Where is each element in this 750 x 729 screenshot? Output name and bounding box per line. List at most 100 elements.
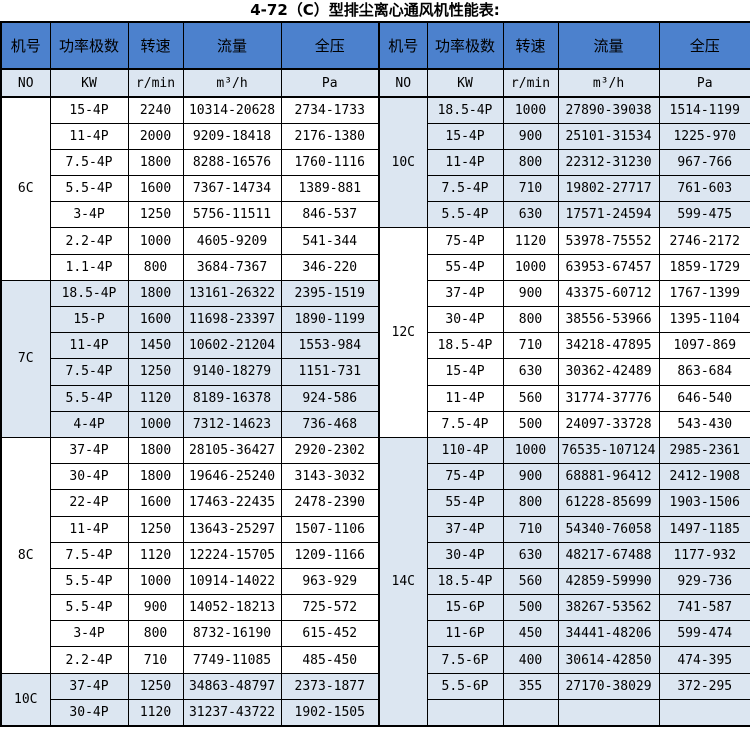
flow-cell: 76535-107124 [557,436,660,465]
speed-cell: 2000 [127,122,184,150]
power-poles-cell: 30-4P [426,305,504,334]
pressure-cell: 1389-881 [280,175,380,203]
header-cell: 转速 [502,21,559,70]
flow-cell: 7749-11085 [182,646,282,674]
speed-cell: 1000 [127,410,184,438]
flow-cell: 9140-18279 [182,358,282,386]
flow-cell: 30362-42489 [557,358,660,386]
table-row: 7.5-4P 1800 8288-16576 1760-1116 11-4P 800 223… [1,148,750,177]
speed-cell: 1800 [127,279,184,308]
machine-no-cell: 10C [0,672,51,727]
speed-cell: 630 [502,358,559,386]
table-row: 15-P 1600 11698-23397 1890-1199 30-4P 800 3855… [1,305,750,334]
power-poles-cell: 3-4P [49,201,129,229]
power-poles-cell: 18.5-4P [426,96,504,124]
speed-cell: 355 [502,672,559,700]
speed-cell: 710 [502,515,559,543]
flow-cell: 17571-24594 [557,201,660,229]
flow-cell: 19802-27717 [557,175,660,203]
unit-cell: NO [0,68,51,98]
pressure-cell: 599-474 [658,620,750,648]
machine-no-cell: 7C [0,279,51,438]
flow-cell: 42859-59990 [557,567,660,596]
pressure-cell: 2176-1380 [280,122,380,150]
table-row: 7.5-4P 1250 9140-18279 1151-731 15-4P 630 3036… [1,358,750,386]
pressure-cell: 543-430 [658,410,750,438]
power-poles-cell: 11-6P [426,620,504,648]
speed-cell: 1120 [502,227,559,255]
speed-cell: 1600 [127,175,184,203]
table-row: 1.1-4P 800 3684-7367 346-220 55-4P 1000 63953-… [1,253,750,281]
speed-cell: 560 [502,567,559,596]
unit-cell: r/min [502,68,559,98]
flow-cell: 27890-39038 [557,96,660,124]
pressure-cell: 1225-970 [658,122,750,150]
power-poles-cell: 22-4P [49,489,129,517]
flow-cell: 61228-85699 [557,489,660,517]
speed-cell: 800 [127,253,184,281]
power-poles-cell: 11-4P [49,122,129,150]
pressure-cell: 2985-2361 [658,436,750,465]
pressure-cell: 372-295 [658,672,750,700]
unit-cell: r/min [127,68,184,98]
speed-cell: 1000 [502,96,559,124]
power-poles-cell: 5.5-4P [426,201,504,229]
power-poles-cell: 15-6P [426,594,504,622]
flow-cell: 24097-33728 [557,410,660,438]
header-row: 机号 功率极数 转速 流量 全压 机号 功率极数 转速 流量 全压 [0,21,750,70]
flow-cell: 9209-18418 [182,122,282,150]
power-poles-cell: 3-4P [49,620,129,648]
pressure-cell: 967-766 [658,148,750,177]
speed-cell: 1000 [502,436,559,465]
speed-cell: 1250 [127,358,184,386]
power-poles-cell: 55-4P [426,253,504,281]
table-body: 6C 15-4P 2240 10314-20628 2734-1733 10C 18.5-4… [0,96,750,727]
unit-cell: NO [378,68,428,98]
table-row: 5.5-4P 1600 7367-14734 1389-881 7.5-4P 710 198… [1,175,750,203]
power-poles-cell: 30-4P [426,541,504,569]
power-poles-cell: 7.5-4P [49,541,129,569]
power-poles-cell: 11-4P [49,332,129,360]
power-poles-cell: 30-4P [49,698,129,727]
unit-cell: KW [49,68,129,98]
pressure-cell: 846-537 [280,201,380,229]
pressure-cell: 736-468 [280,410,380,438]
pressure-cell [658,698,750,727]
speed-cell: 500 [502,594,559,622]
pressure-cell: 1553-984 [280,332,380,360]
speed-cell: 800 [502,305,559,334]
table-row: 5.5-4P 1120 8189-16378 924-586 11-4P 560 31774… [1,384,750,412]
table-row: 5.5-4P 1000 10914-14022 963-929 18.5-4P 560 42… [1,567,750,596]
power-poles-cell: 15-P [49,305,129,334]
header-cell: 全压 [280,21,380,70]
flow-cell: 63953-67457 [557,253,660,281]
speed-cell: 1250 [127,201,184,229]
speed-cell: 900 [127,594,184,622]
flow-cell: 17463-22435 [182,489,282,517]
table-row: 10C 37-4P 1250 34863-48797 2373-1877 5.5-6P 35… [0,672,750,727]
power-poles-cell: 37-4P [49,672,129,700]
flow-cell: 10914-14022 [182,567,282,596]
power-poles-cell: 1.1-4P [49,253,129,281]
flow-cell: 7367-14734 [182,175,282,203]
pressure-cell: 1760-1116 [280,148,380,177]
table-row: 30-4P 1120 31237-43722 1902-1505 [1,698,750,727]
pressure-cell: 1497-1185 [658,515,750,543]
table-row: 4-4P 1000 7312-14623 736-468 7.5-4P 500 24097-… [1,410,750,438]
speed-cell: 1800 [127,463,184,491]
pressure-cell: 3143-3032 [280,463,380,491]
unit-cell: m³/h [182,68,282,98]
flow-cell: 8189-16378 [182,384,282,412]
flow-cell: 53978-75552 [557,227,660,255]
header-cell: 流量 [557,21,660,70]
pressure-cell: 2746-2172 [658,227,750,255]
table-row: 7.5-4P 1120 12224-15705 1209-1166 30-4P 630 48… [1,541,750,569]
table-row: 6C 15-4P 2240 10314-20628 2734-1733 10C 18.5-4… [0,96,750,281]
flow-cell: 31237-43722 [182,698,282,727]
power-poles-cell: 110-4P [426,436,504,465]
power-poles-cell: 75-4P [426,227,504,255]
pressure-cell: 474-395 [658,646,750,674]
flow-cell: 5756-11511 [182,201,282,229]
pressure-cell: 1395-1104 [658,305,750,334]
speed-cell: 1250 [127,515,184,543]
